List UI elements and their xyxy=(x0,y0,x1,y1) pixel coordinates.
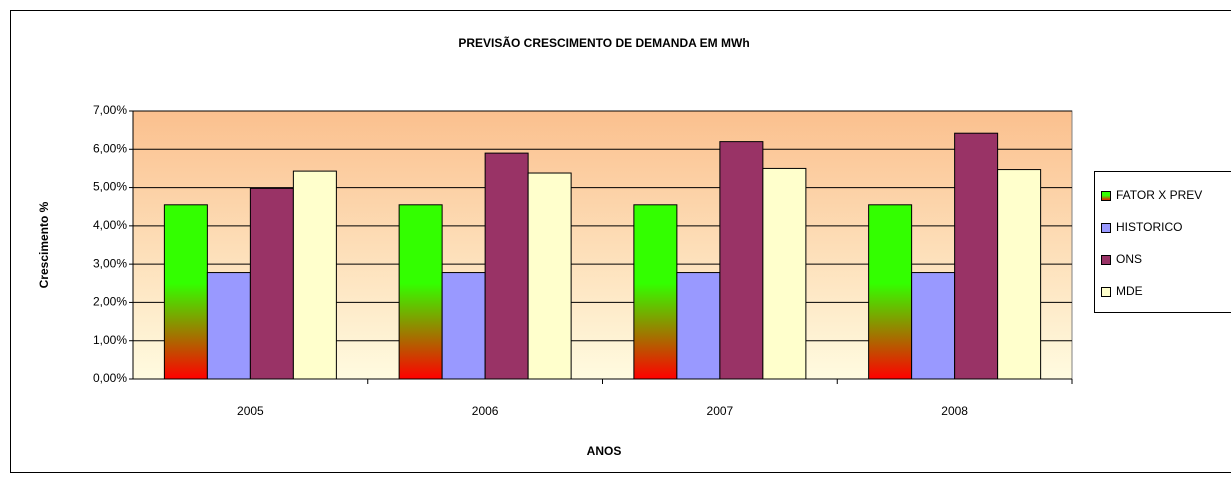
legend-label: ONS xyxy=(1116,252,1142,266)
legend-swatch xyxy=(1101,191,1111,201)
x-tick-label: 2005 xyxy=(237,404,264,418)
x-tick-label: 2008 xyxy=(941,404,968,418)
legend xyxy=(1094,171,1231,313)
bar xyxy=(527,172,572,380)
legend-label: HISTORICO xyxy=(1116,220,1182,234)
x-axis-label: ANOS xyxy=(587,444,622,458)
chart-title: PREVISÃO CRESCIMENTO DE DEMANDA EM MWh xyxy=(458,35,749,50)
bar xyxy=(911,272,956,380)
y-tick-label: 3,00% xyxy=(93,256,127,270)
y-tick-label: 1,00% xyxy=(93,333,127,347)
bar xyxy=(633,204,678,380)
bar xyxy=(954,132,999,380)
y-tick-label: 5,00% xyxy=(93,180,127,194)
legend-swatch xyxy=(1101,223,1111,233)
y-axis-label: Crescimento % xyxy=(37,201,51,288)
legend-swatch xyxy=(1101,287,1111,297)
x-tick-label: 2007 xyxy=(707,404,734,418)
bar xyxy=(441,272,486,380)
bar xyxy=(676,272,721,380)
x-tick-label: 2006 xyxy=(472,404,499,418)
y-tick-label: 7,00% xyxy=(93,103,127,117)
y-tick-label: 2,00% xyxy=(93,295,127,309)
bar xyxy=(868,204,913,380)
bar xyxy=(719,141,764,380)
legend-label: MDE xyxy=(1116,284,1143,298)
legend-swatch xyxy=(1101,255,1111,265)
bar xyxy=(484,152,529,380)
bar xyxy=(292,170,337,380)
legend-label: FATOR X PREV xyxy=(1116,188,1202,202)
bar xyxy=(249,187,294,380)
bar xyxy=(398,204,443,380)
bar xyxy=(762,167,807,380)
bar xyxy=(997,169,1042,380)
bar xyxy=(206,272,251,380)
y-tick-label: 6,00% xyxy=(93,141,127,155)
bar xyxy=(163,204,208,380)
y-tick-label: 4,00% xyxy=(93,218,127,232)
y-tick-label: 0,00% xyxy=(93,371,127,385)
